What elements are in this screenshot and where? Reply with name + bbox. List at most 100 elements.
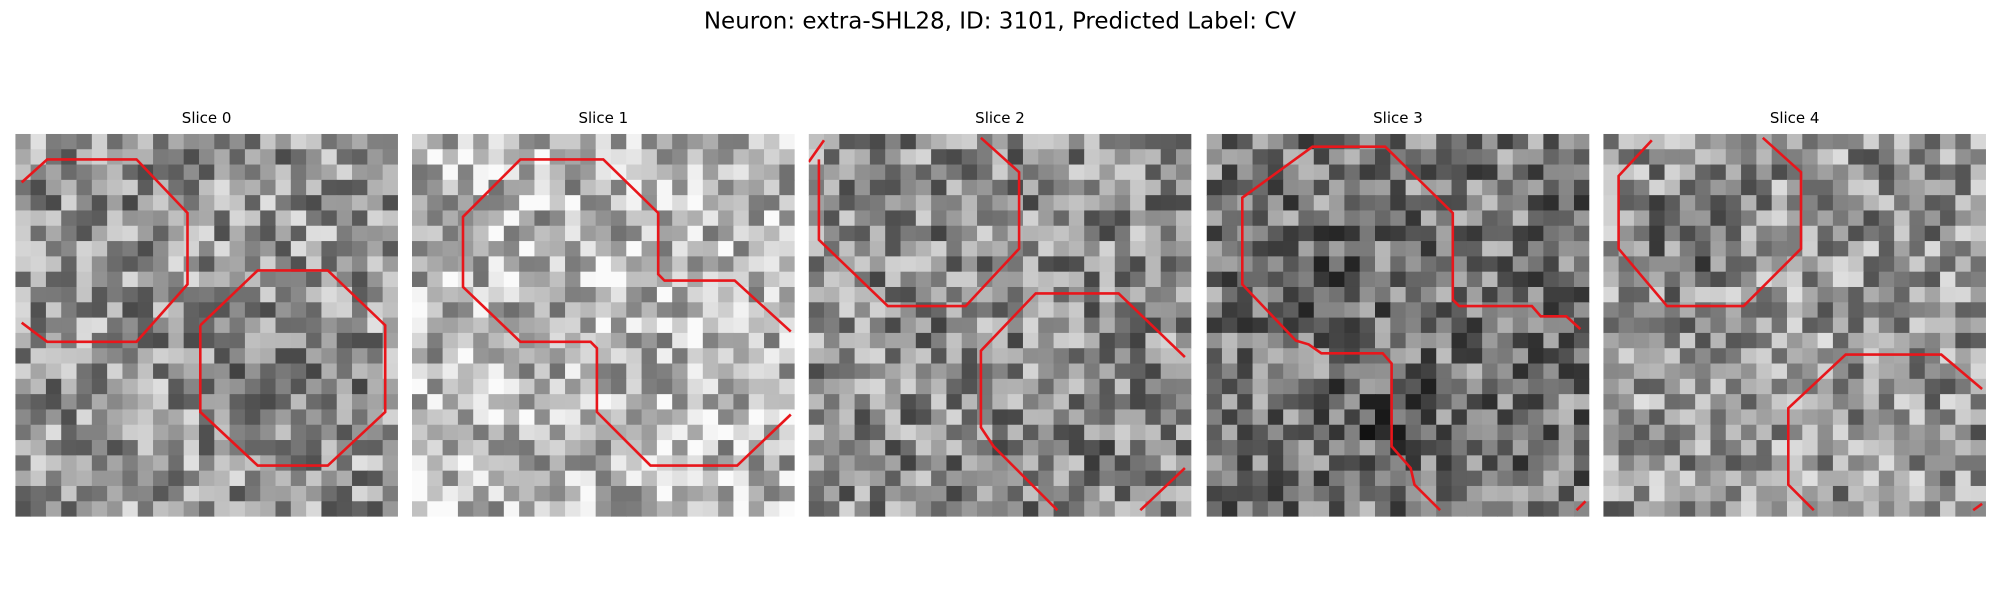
pixel [411,363,428,380]
pixel [626,302,643,319]
pixel [183,225,200,242]
pixel [1436,317,1453,334]
pixel [442,210,459,227]
pixel [1237,149,1254,166]
pixel [1313,378,1330,395]
pixel [473,271,490,288]
pixel [336,348,353,365]
pixel [1267,470,1284,487]
pixel [1924,210,1941,227]
pixel [1786,179,1803,196]
pixel [1176,241,1192,257]
pixel [427,394,444,410]
pixel [1206,440,1223,456]
pixel [946,286,963,303]
pixel [1099,378,1116,395]
pixel [1344,485,1361,502]
pixel [915,470,932,487]
pixel [1497,440,1514,456]
pixel [595,179,612,196]
pixel [656,133,673,150]
pixel [1451,271,1468,288]
pixel [1863,424,1880,441]
pixel [869,271,886,288]
pixel [718,133,734,150]
pixel [1344,409,1361,426]
pixel [656,348,673,365]
pixel [1512,363,1529,380]
pixel [610,348,627,365]
pixel [107,164,123,181]
pixel [153,363,169,380]
pixel [1099,470,1116,487]
pixel [352,133,368,150]
pixel [1022,409,1039,426]
pixel [1482,394,1498,410]
pixel [1221,363,1238,380]
pixel [1741,256,1757,273]
pixel [1405,378,1422,395]
pixel [656,501,673,517]
pixel [808,378,825,395]
pixel [1145,455,1162,472]
pixel [839,179,856,196]
pixel [1878,501,1895,517]
pixel [718,210,734,227]
pixel [1558,409,1575,426]
pixel [1817,149,1834,166]
pixel [748,424,765,441]
pixel [1344,149,1361,166]
pixel [718,424,734,441]
contour [1241,145,1582,512]
pixel [122,455,139,472]
pixel [869,241,886,257]
pixel [1329,409,1345,426]
pixel [733,409,750,426]
pixel [1955,470,1972,487]
pixel [457,394,474,410]
pixel [1543,256,1560,273]
pixel [1344,440,1361,456]
pixel [15,348,32,365]
pixel [1543,440,1560,456]
pixel [1710,394,1727,410]
pixel [1114,286,1131,303]
pixel [91,485,108,502]
pixel [1649,271,1666,288]
pixel [503,210,520,227]
pixel [1802,286,1819,303]
pixel [1771,256,1788,273]
pixel [1863,286,1880,303]
pixel [1007,210,1024,227]
pixel [427,485,444,502]
pixel [1099,424,1116,441]
pixel [565,348,581,365]
pixel [1221,164,1238,181]
pixel [1390,133,1407,150]
pixel [885,271,902,288]
pixel [411,302,428,319]
pixel [1053,332,1070,349]
pixel [1221,149,1238,166]
pixel [1863,409,1880,426]
pixel [1710,501,1727,517]
pixel [1725,241,1742,257]
pixel [61,378,78,395]
pixel [1466,302,1483,319]
pixel [122,179,139,196]
pixel [1863,164,1880,181]
pixel [1313,409,1330,426]
pixel [931,378,947,395]
pixel [1878,179,1895,196]
pixel [1283,501,1299,517]
image-panel [15,133,398,517]
pixel [961,241,978,257]
contour [817,136,1021,308]
pixel [1145,424,1162,441]
pixel [1710,424,1727,441]
pixel [229,302,246,319]
pixel [1848,164,1865,181]
pixel [503,394,520,410]
pixel [702,225,719,242]
pixel [1375,409,1391,426]
